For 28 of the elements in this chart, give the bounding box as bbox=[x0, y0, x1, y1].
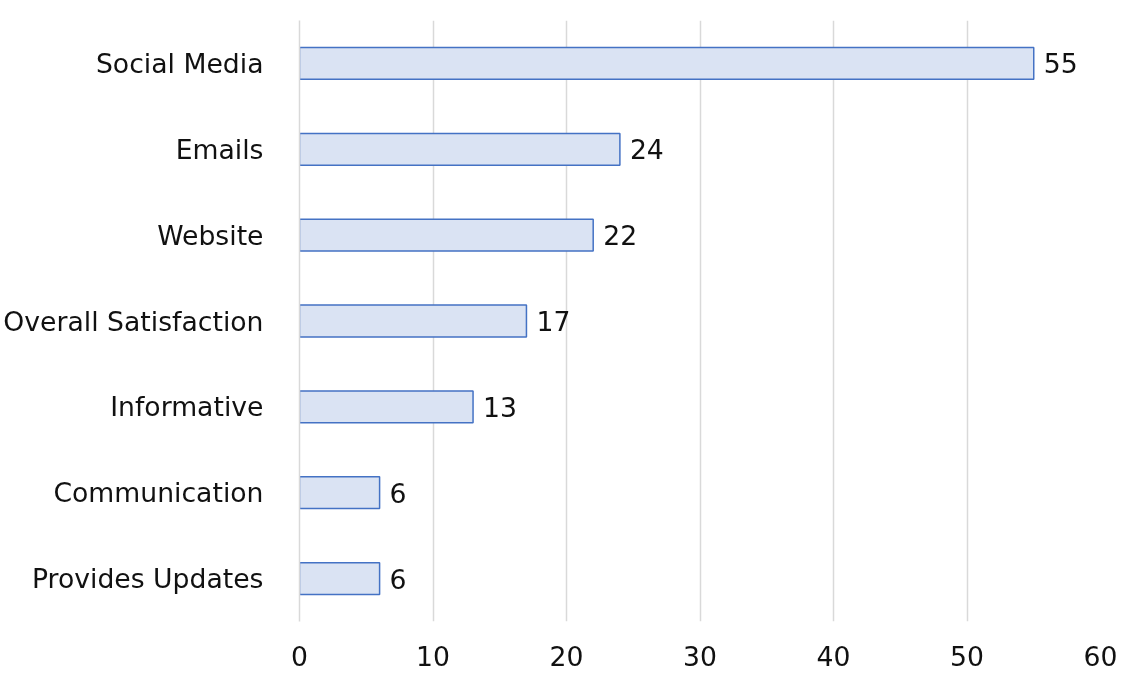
data-label: 24 bbox=[629, 134, 664, 166]
y-tick-label: Informative bbox=[110, 391, 264, 423]
bar bbox=[299, 304, 528, 338]
y-tick-label: Provides Updates bbox=[31, 563, 264, 595]
bar bbox=[299, 561, 381, 596]
bar bbox=[299, 218, 594, 252]
y-tick-label: Website bbox=[157, 219, 264, 251]
bar bbox=[299, 390, 474, 424]
data-label: 6 bbox=[389, 563, 407, 595]
data-label: 6 bbox=[389, 477, 407, 509]
x-tick-label: 30 bbox=[683, 640, 717, 672]
x-tick-label: 0 bbox=[291, 640, 308, 672]
x-tick-label: 60 bbox=[1083, 640, 1118, 672]
y-tick-label: Communication bbox=[53, 477, 264, 509]
data-label: 55 bbox=[1043, 48, 1078, 80]
bar bbox=[299, 46, 1035, 81]
y-tick-label: Overall Satisfaction bbox=[3, 305, 264, 337]
x-tick-label: 40 bbox=[816, 640, 851, 672]
bar bbox=[299, 132, 621, 166]
bar bbox=[299, 476, 381, 510]
x-tick-label: 50 bbox=[950, 640, 984, 672]
data-label: 13 bbox=[483, 391, 517, 423]
data-label: 22 bbox=[603, 220, 638, 252]
x-tick-label: 20 bbox=[549, 640, 584, 672]
data-label: 17 bbox=[536, 306, 571, 337]
x-tick-label: 10 bbox=[416, 640, 450, 672]
y-tick-label: Emails bbox=[175, 133, 264, 165]
y-tick-label: Social Media bbox=[95, 47, 264, 79]
